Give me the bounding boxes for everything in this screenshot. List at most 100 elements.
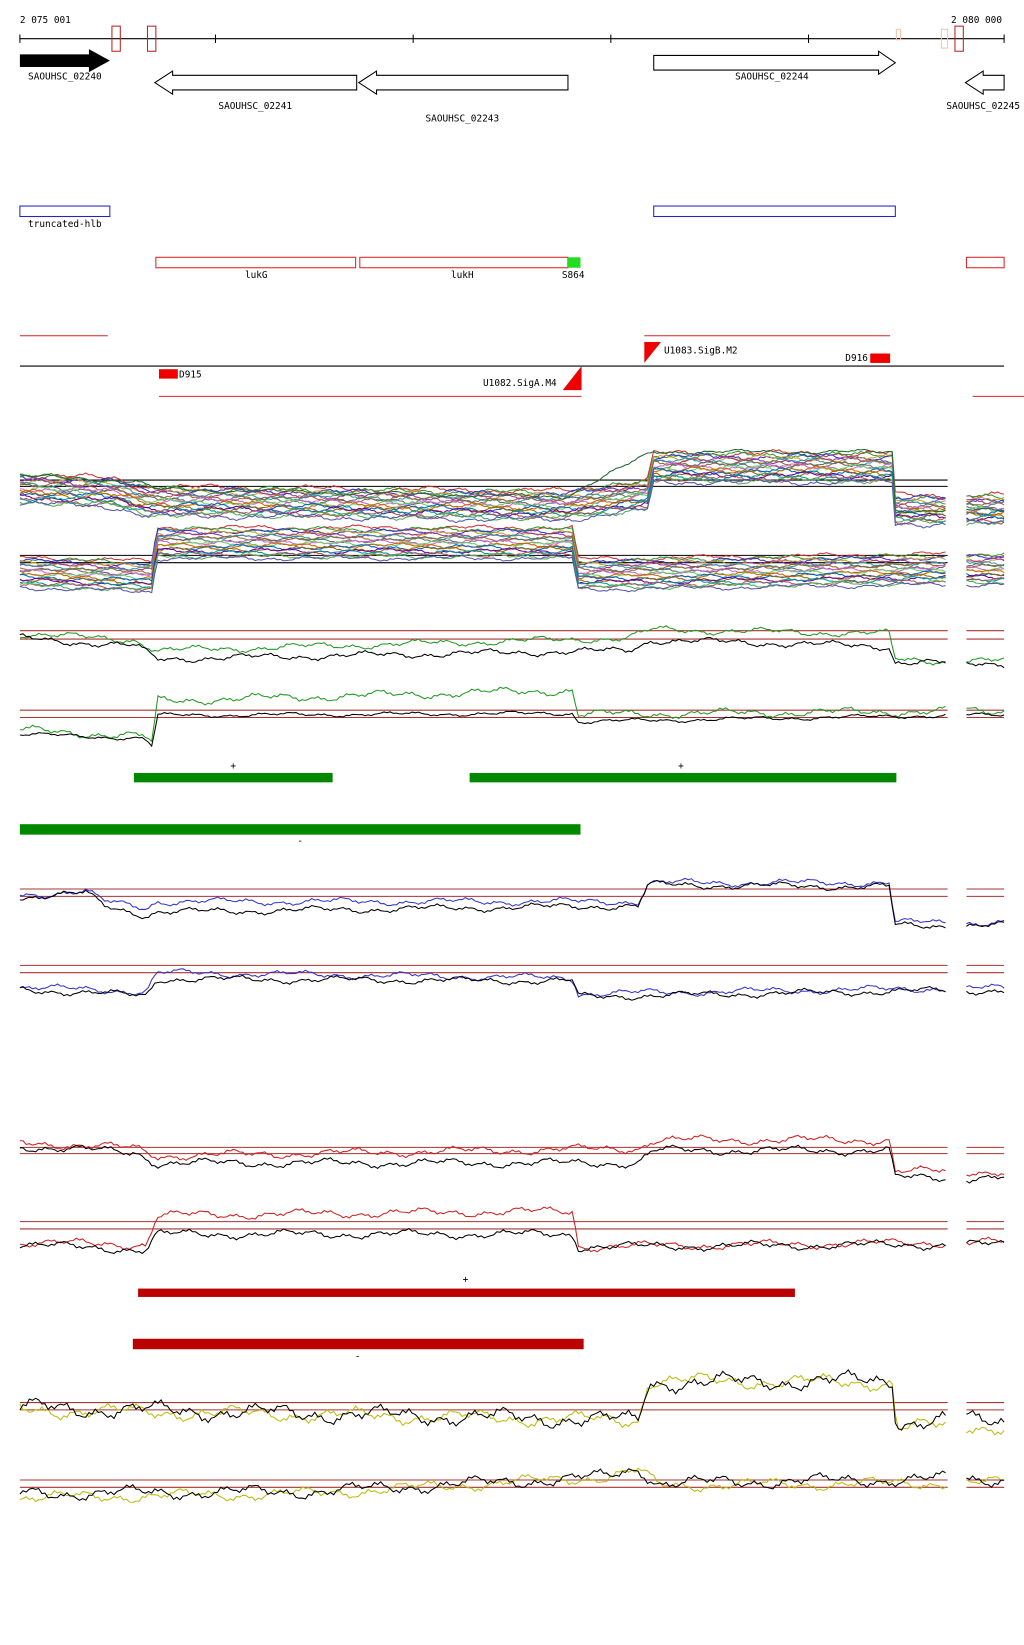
- signal-line: [966, 983, 1005, 989]
- signal-line: [19, 877, 946, 924]
- signal-line: [19, 474, 946, 525]
- signal-line: [19, 450, 946, 502]
- signal-line: [966, 514, 1005, 521]
- signal-line: [966, 561, 1005, 567]
- signal-line: [966, 921, 1005, 928]
- signal-line: [19, 710, 946, 748]
- segment-bar: [138, 1288, 795, 1297]
- signal-line: [19, 625, 946, 666]
- regulator-label: U1083.SigB.M2: [664, 346, 738, 357]
- signal-line: [966, 576, 1005, 582]
- ruler-markers: [111, 25, 964, 52]
- signal-line: [19, 633, 946, 666]
- strand-mark: +: [678, 761, 684, 772]
- signal-line: [966, 493, 1005, 501]
- gene-label: SAOUHSC_02241: [218, 101, 292, 112]
- signal-line: [19, 879, 946, 929]
- signal-line: [19, 1372, 946, 1430]
- signal-line: [966, 582, 1005, 588]
- ruler-ticks: [19, 34, 1005, 43]
- signal-line: [966, 572, 1005, 577]
- feature-box: [19, 205, 111, 218]
- signal-line: [966, 712, 1005, 717]
- feature-label: S864: [562, 270, 585, 281]
- signal-line: [19, 1468, 946, 1501]
- feature-label: lukG: [245, 270, 268, 281]
- gene-label: SAOUHSC_02243: [426, 113, 500, 124]
- signal-line: [19, 457, 946, 505]
- signal-line: [19, 477, 946, 529]
- signal-line: [966, 707, 1005, 715]
- signal-line: [966, 568, 1005, 573]
- signal-line: [19, 533, 946, 572]
- signal-line: [966, 491, 1005, 499]
- signal-line: [966, 989, 1005, 996]
- signal-line: [966, 1239, 1005, 1246]
- signal-line: [966, 1476, 1005, 1485]
- regulator-flag: [644, 342, 662, 363]
- signal-line: [19, 1227, 946, 1255]
- signal-line: [19, 472, 946, 523]
- signal-line: [966, 572, 1005, 578]
- signal-line: [19, 529, 946, 568]
- signal-line: [19, 1206, 946, 1253]
- signal-line: [966, 553, 1005, 559]
- signal-line: [19, 550, 946, 591]
- feature-label: truncated-hlb: [28, 219, 102, 230]
- signal-line: [966, 566, 1005, 572]
- signal-line: [966, 1409, 1005, 1426]
- feature-box: [567, 257, 581, 268]
- regulator-label: D916: [845, 353, 868, 364]
- signal-line: [19, 1134, 946, 1174]
- strand-mark: -: [355, 1352, 361, 1363]
- feature-box: [965, 256, 1005, 269]
- signal-line: [19, 554, 946, 594]
- gene-label: SAOUHSC_02240: [28, 71, 102, 82]
- signal-line: [966, 1174, 1005, 1184]
- signal-line: [966, 1171, 1005, 1177]
- regulator-box: [159, 369, 178, 379]
- signal-line: [19, 1144, 946, 1183]
- segment-bar: [132, 1338, 584, 1350]
- gene-arrow: [357, 70, 569, 96]
- regulator-label: D915: [179, 370, 202, 381]
- signal-line: [19, 527, 946, 568]
- signal-line: [966, 511, 1005, 518]
- signal-line: [19, 525, 946, 567]
- signal-line: [19, 476, 946, 524]
- signal-line: [19, 686, 946, 743]
- signal-line: [966, 1475, 1005, 1488]
- strand-mark: -: [297, 836, 303, 847]
- signal-line: [19, 974, 946, 1001]
- gene-label: SAOUHSC_02244: [735, 71, 809, 82]
- signal-line: [19, 1467, 946, 1503]
- signal-line: [966, 1236, 1005, 1246]
- ruler-start: 2 075 001: [20, 15, 71, 26]
- signal-line: [966, 557, 1005, 563]
- signal-line: [966, 501, 1005, 506]
- signal-line: [966, 497, 1005, 502]
- gene-label: SAOUHSC_02245: [946, 101, 1020, 112]
- feature-box: [653, 205, 896, 218]
- segment-bar: [19, 824, 581, 835]
- gene-arrow: [964, 70, 1005, 96]
- signal-line: [19, 541, 946, 582]
- signal-line: [966, 574, 1005, 580]
- signal-line: [19, 552, 946, 592]
- regulator-label: U1082.SigA.M4: [483, 378, 557, 389]
- ruler-end: 2 080 000: [951, 15, 1002, 26]
- gene-arrow: [153, 70, 358, 96]
- regulator-flag: [562, 366, 582, 391]
- signal-line: [19, 459, 946, 510]
- regulator-box: [870, 353, 891, 363]
- gene-arrow: [19, 49, 110, 73]
- signal-line: [966, 1426, 1005, 1436]
- signal-line: [966, 657, 1005, 663]
- gene-arrow: [653, 50, 897, 76]
- signal-line: [19, 460, 946, 510]
- annotation-tracks: 2 075 001 2 080 000 SAOUHSC_02240 SAOUHS…: [19, 15, 1024, 1363]
- signal-line: [19, 1368, 946, 1431]
- signal-line: [19, 448, 946, 514]
